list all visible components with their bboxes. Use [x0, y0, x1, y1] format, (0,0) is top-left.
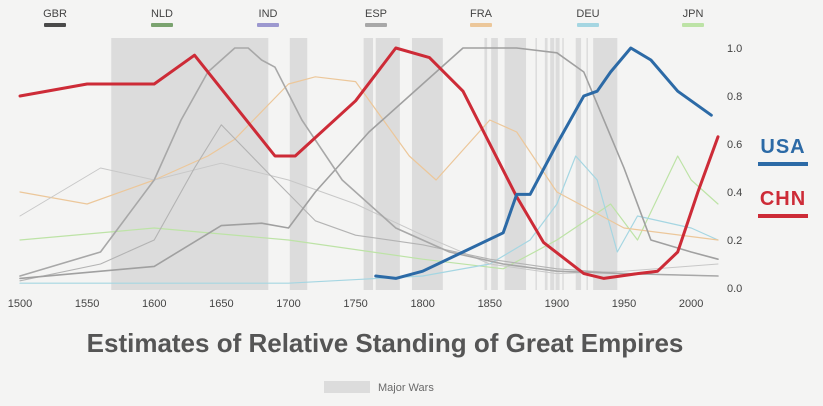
- legend-label: JPN: [683, 8, 704, 20]
- legend-label: ESP: [365, 8, 387, 20]
- series-line-chn: [18, 46, 720, 280]
- legend-item-gbr: GBR: [43, 8, 67, 27]
- x-tick-label: 1500: [8, 298, 32, 310]
- x-tick-label: 1800: [410, 298, 434, 310]
- legend-label: DEU: [576, 8, 599, 20]
- legend-item-deu: DEU: [576, 8, 600, 27]
- legend-item-fra: FRA: [470, 8, 493, 27]
- war-band-3: [375, 38, 400, 290]
- legend: GBR NLD IND ESP FRA DEU JPN: [43, 8, 704, 27]
- x-tick-label: 1900: [545, 298, 569, 310]
- series-lines: [18, 46, 720, 284]
- war-band-4: [411, 38, 443, 290]
- legend-item-nld: NLD: [151, 8, 173, 27]
- war-band-15: [593, 38, 618, 290]
- y-tick-label: 0.6: [727, 139, 742, 151]
- legend-swatch: [682, 23, 704, 27]
- legend-swatch: [365, 23, 387, 27]
- war-band-14: [586, 38, 588, 290]
- x-tick-label: 1750: [343, 298, 367, 310]
- chn-callout: CHN: [758, 188, 808, 218]
- legend-label: GBR: [43, 8, 67, 20]
- wars-legend-label: Major Wars: [378, 382, 434, 394]
- y-tick-label: 1.0: [727, 43, 742, 55]
- x-tick-label: 2000: [679, 298, 703, 310]
- y-tick-label: 0.8: [727, 91, 742, 103]
- series-line-jpn: [19, 155, 719, 270]
- x-axis: 1500 1550 1600 1650 1700 1750 1800 1850 1900 1950…: [8, 298, 704, 310]
- legend-item-jpn: JPN: [682, 8, 704, 27]
- legend-swatch: [577, 23, 599, 27]
- usa-callout: USA: [758, 136, 808, 166]
- war-band-1: [289, 38, 308, 290]
- legend-swatch: [151, 23, 173, 27]
- war-band-11: [555, 38, 560, 290]
- y-tick-label: 0.4: [727, 187, 742, 199]
- chart-title: Estimates of Relative Standing of Great …: [87, 328, 684, 358]
- y-tick-label: 0.2: [727, 235, 742, 247]
- x-tick-label: 1850: [478, 298, 502, 310]
- war-band-12: [562, 38, 564, 290]
- legend-swatch: [257, 23, 279, 27]
- war-bands: [111, 38, 618, 290]
- x-tick-label: 1600: [142, 298, 166, 310]
- war-band-2: [363, 38, 374, 290]
- x-tick-label: 1550: [75, 298, 99, 310]
- war-band-10: [550, 38, 555, 290]
- war-band-5: [484, 38, 488, 290]
- y-tick-label: 0.0: [727, 283, 742, 295]
- usa-callout-label: USA: [760, 136, 805, 158]
- chn-callout-label: CHN: [760, 188, 806, 210]
- legend-label: FRA: [470, 8, 493, 20]
- legend-swatch: [44, 23, 66, 27]
- legend-label: NLD: [151, 8, 173, 20]
- war-band-8: [535, 38, 537, 290]
- series-line-gbr: [19, 47, 719, 280]
- wars-legend-swatch: [324, 381, 370, 393]
- legend-label: IND: [259, 8, 278, 20]
- war-band-13: [575, 38, 582, 290]
- x-tick-label: 1950: [612, 298, 636, 310]
- series-line-usa: [374, 46, 713, 280]
- legend-swatch: [470, 23, 492, 27]
- y-axis: 0.0 0.2 0.4 0.6 0.8 1.0: [727, 43, 742, 295]
- x-tick-label: 1650: [209, 298, 233, 310]
- series-line-nld: [19, 124, 719, 282]
- war-band-7: [504, 38, 527, 290]
- wars-legend: Major Wars: [324, 381, 434, 394]
- legend-item-ind: IND: [257, 8, 279, 27]
- legend-item-esp: ESP: [365, 8, 387, 27]
- war-band-6: [491, 38, 498, 290]
- x-tick-label: 1700: [276, 298, 300, 310]
- series-line-esp: [19, 47, 719, 277]
